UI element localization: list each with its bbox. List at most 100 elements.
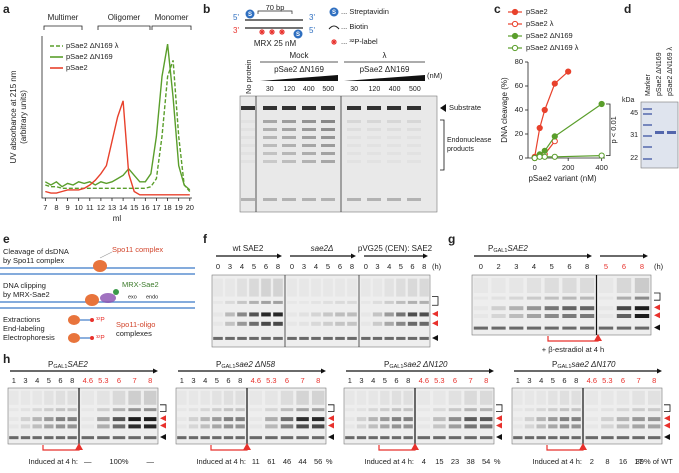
gel-band: [282, 120, 296, 123]
gel-band: [387, 152, 401, 155]
gel-band: [235, 436, 245, 440]
gel-band: [407, 120, 421, 123]
lane-label: 8: [276, 262, 280, 271]
step-label: Extractions: [3, 315, 40, 324]
gel-band: [372, 312, 383, 317]
gel-band: [97, 390, 110, 405]
gel-band: [571, 408, 581, 412]
lane-label: 400: [389, 86, 401, 93]
gel-band: [387, 128, 401, 131]
gel-band: [302, 136, 316, 139]
gel-band: [249, 321, 259, 326]
gel-band: [526, 306, 542, 311]
induced-label: Induced at 4 h:: [28, 457, 78, 466]
gel-band: [143, 424, 157, 429]
gel-band: [188, 436, 199, 440]
gel-band: [433, 408, 446, 412]
gel: [211, 274, 431, 348]
arrow-head: [489, 368, 494, 374]
gel-band: [407, 312, 418, 317]
label-star: [259, 29, 265, 35]
gel-band: [407, 106, 421, 110]
band-marker: [496, 422, 502, 429]
gel-band: [323, 279, 333, 297]
gel-band: [32, 408, 42, 412]
y-axis-label: UV absorbance at 215 nm: [9, 70, 18, 163]
induction-bracket: [546, 445, 584, 451]
gel-band: [479, 417, 493, 422]
label: S: [296, 32, 300, 38]
level-label: 16: [619, 457, 627, 466]
lane-label: 0: [216, 262, 220, 271]
gel-band: [474, 314, 488, 318]
gel-band: [391, 436, 402, 440]
gel-band: [223, 390, 234, 405]
gel-band: [634, 326, 650, 330]
gel-band: [372, 321, 383, 326]
gel-band: [559, 390, 570, 405]
x-tick-label: 19: [174, 203, 182, 212]
lane-label: 5: [252, 262, 256, 271]
region-label: Monomer: [155, 13, 189, 22]
gel-band: [20, 417, 31, 422]
gel-band: [9, 391, 18, 405]
gel-band: [396, 321, 406, 326]
gel-band: [599, 278, 613, 293]
lane-label: 5.3: [602, 376, 612, 385]
gel-band: [282, 136, 296, 139]
gel-band: [474, 297, 488, 300]
x-tick-label: 17: [152, 203, 160, 212]
lane-label: 4.6: [251, 376, 261, 385]
x-tick-label: 12: [97, 203, 105, 212]
lane-label: 7: [301, 376, 305, 385]
gel-band: [21, 391, 30, 405]
gene-name: sae2 ΔN58: [235, 360, 275, 369]
gel-band: [212, 436, 222, 440]
gel-band: [643, 124, 652, 126]
series-line: [45, 100, 190, 196]
promoter-label: PGAL1sae2 ΔN170: [552, 360, 616, 370]
gel-band: [235, 417, 245, 422]
region-bracket: [151, 25, 192, 30]
isotope-label: ³²P: [96, 335, 105, 342]
gel-band: [188, 408, 199, 412]
gel-band: [474, 306, 488, 310]
lane-label: 5.3: [266, 376, 276, 385]
gel-band: [524, 424, 535, 429]
gel-band: [299, 279, 309, 297]
lane-label: 5: [215, 376, 219, 385]
gel-band: [273, 278, 283, 297]
gel-band: [44, 436, 54, 440]
gel-band: [632, 424, 645, 429]
gel-band: [419, 312, 429, 317]
band-marker: [328, 415, 334, 422]
streptavidin: [293, 29, 303, 39]
gel-band: [296, 436, 309, 440]
gel-band: [407, 300, 418, 304]
gel-band: [347, 321, 357, 326]
arrow-head: [587, 253, 592, 259]
lane-label: 8: [238, 376, 242, 385]
marker-label: 45: [630, 110, 638, 117]
gel-band: [97, 436, 110, 440]
gel-band: [225, 300, 235, 304]
gel-band: [250, 424, 262, 428]
gel-band: [391, 424, 402, 429]
gel-band: [367, 160, 381, 163]
level-label: %: [494, 457, 501, 466]
gel-band: [407, 128, 421, 131]
gel-band: [177, 436, 187, 440]
unit-label: kDa: [622, 97, 635, 104]
gel-band: [387, 136, 401, 139]
gel-band: [225, 321, 235, 326]
gel-band: [356, 424, 367, 429]
induction-bracket: [210, 445, 248, 451]
gel-band: [509, 306, 524, 311]
gel-band: [601, 391, 613, 405]
label: S: [332, 10, 336, 16]
gel-band: [97, 424, 110, 429]
gel-band: [143, 436, 157, 440]
band-marker: [654, 324, 660, 331]
gel-band: [32, 417, 42, 422]
